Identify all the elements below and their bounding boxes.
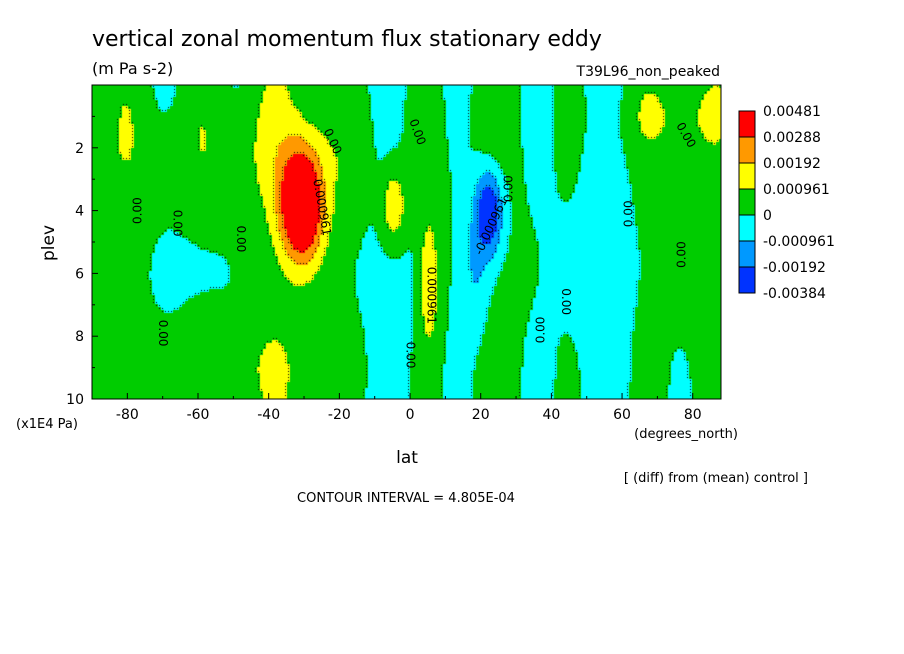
y-tick-label: 6	[75, 266, 84, 282]
y-axis-units: (x1E4 Pa)	[16, 417, 78, 432]
legend-level-label: -0.00192	[763, 260, 826, 276]
contour-fill	[92, 85, 721, 399]
x-tick-label: -40	[257, 407, 280, 423]
contour-label: 0.00	[156, 320, 170, 347]
legend-swatch	[738, 162, 756, 190]
contour-label: 0.000961	[425, 267, 439, 324]
contour-label: 0.00	[675, 241, 689, 268]
contour-label: 0.00	[234, 226, 248, 253]
y-tick-label: 10	[66, 392, 84, 408]
x-tick-label: -20	[328, 407, 351, 423]
contour-interval: CONTOUR INTERVAL = 4.805E-04	[297, 491, 515, 506]
plot-area	[92, 85, 721, 399]
x-tick-label: 20	[472, 407, 490, 423]
legend-level-label: 0	[763, 208, 772, 224]
x-tick-label: 80	[684, 407, 702, 423]
x-axis-label: lat	[396, 448, 418, 468]
x-tick-label: -60	[187, 407, 210, 423]
legend-swatch	[738, 214, 756, 242]
legend-level-label: -0.00384	[763, 286, 826, 302]
run-label: T39L96_non_peaked	[576, 64, 720, 80]
legend-level-label: 0.00481	[763, 104, 821, 120]
legend-level-label: 0.000961	[763, 182, 830, 198]
x-axis-units: (degrees_north)	[634, 427, 738, 442]
x-tick-label: -80	[116, 407, 139, 423]
contour-label: 0.00	[501, 175, 515, 202]
x-tick-label: 40	[542, 407, 560, 423]
legend-swatch	[738, 240, 756, 268]
contour-label: 0.00	[130, 197, 144, 224]
y-axis-ticks: 2 4 6 8 10	[66, 115, 98, 408]
contour-label: 0.00	[622, 200, 636, 227]
legend-level-label: -0.000961	[763, 234, 835, 250]
x-tick-label: 0	[406, 407, 415, 423]
y-tick-label: 2	[75, 141, 84, 157]
chart-title: vertical zonal momentum flux stationary …	[92, 27, 602, 52]
x-tick-label: 60	[613, 407, 631, 423]
contour-label: 0.00	[170, 210, 184, 237]
y-tick-label: 8	[75, 329, 84, 345]
legend-swatch	[738, 266, 756, 294]
contour-label: 0.00	[533, 317, 547, 344]
contour-label: 0.00	[404, 342, 418, 369]
y-tick-label: 4	[75, 204, 84, 220]
color-legend: 0.00481 0.00288 0.00192 0.000961 0 -0.000961 -…	[738, 104, 835, 302]
legend-swatch	[738, 188, 756, 216]
diff-note: [ (diff) from (mean) control ]	[624, 471, 808, 486]
contour-label: 0.00	[559, 288, 573, 315]
legend-swatch	[738, 110, 756, 138]
legend-swatch	[738, 136, 756, 164]
legend-level-label: 0.00192	[763, 156, 821, 172]
x-axis-ticks: -80 -60 -40 -20 0 20 40 60 80	[116, 393, 702, 423]
legend-level-label: 0.00288	[763, 130, 821, 146]
chart-units: (m Pa s-2)	[92, 59, 173, 78]
y-axis-label: plev	[39, 225, 59, 261]
